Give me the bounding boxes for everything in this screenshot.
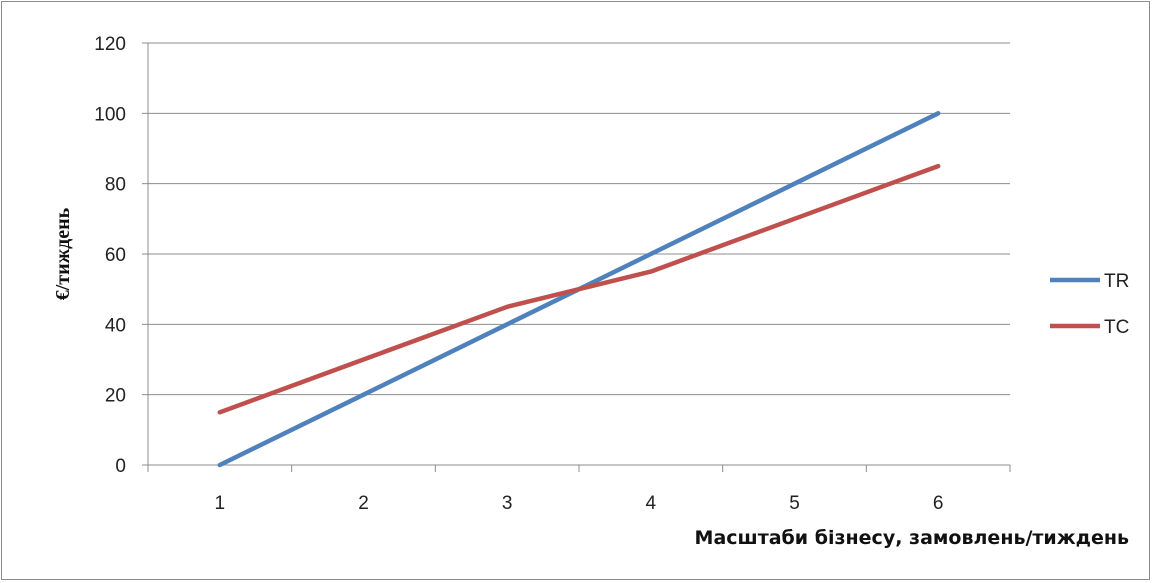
gridlines — [148, 42, 1010, 396]
y-tick-label: 20 — [105, 386, 126, 407]
plot-series — [217, 111, 941, 468]
y-tick-label: 0 — [115, 456, 126, 477]
legend-label-tr: TR — [1104, 271, 1129, 292]
x-tick-labels: 1 2 3 4 5 6 — [215, 493, 944, 514]
y-tick-label: 120 — [94, 34, 126, 55]
x-tick-label: 6 — [933, 493, 944, 514]
x-axis-title: Масштаби бізнесу, замовлень/тиждень — [695, 527, 1129, 549]
x-tick-label: 2 — [358, 493, 369, 514]
axes — [142, 42, 1011, 472]
y-axis-title: €/тиждень — [52, 207, 74, 300]
y-tick-label: 80 — [105, 175, 126, 196]
series-line-tc — [217, 163, 941, 415]
x-tick-label: 4 — [646, 493, 657, 514]
x-tick-label: 1 — [215, 493, 226, 514]
x-tick-label: 5 — [789, 493, 800, 514]
legend-label-tc: TC — [1104, 317, 1129, 338]
y-tick-label: 100 — [94, 104, 126, 125]
x-tick-label: 3 — [502, 493, 513, 514]
y-tick-labels: 0 20 40 60 80 100 120 — [94, 34, 126, 477]
legend: TR TC — [1050, 271, 1129, 338]
y-tick-label: 40 — [105, 315, 126, 336]
y-tick-label: 60 — [105, 245, 126, 266]
